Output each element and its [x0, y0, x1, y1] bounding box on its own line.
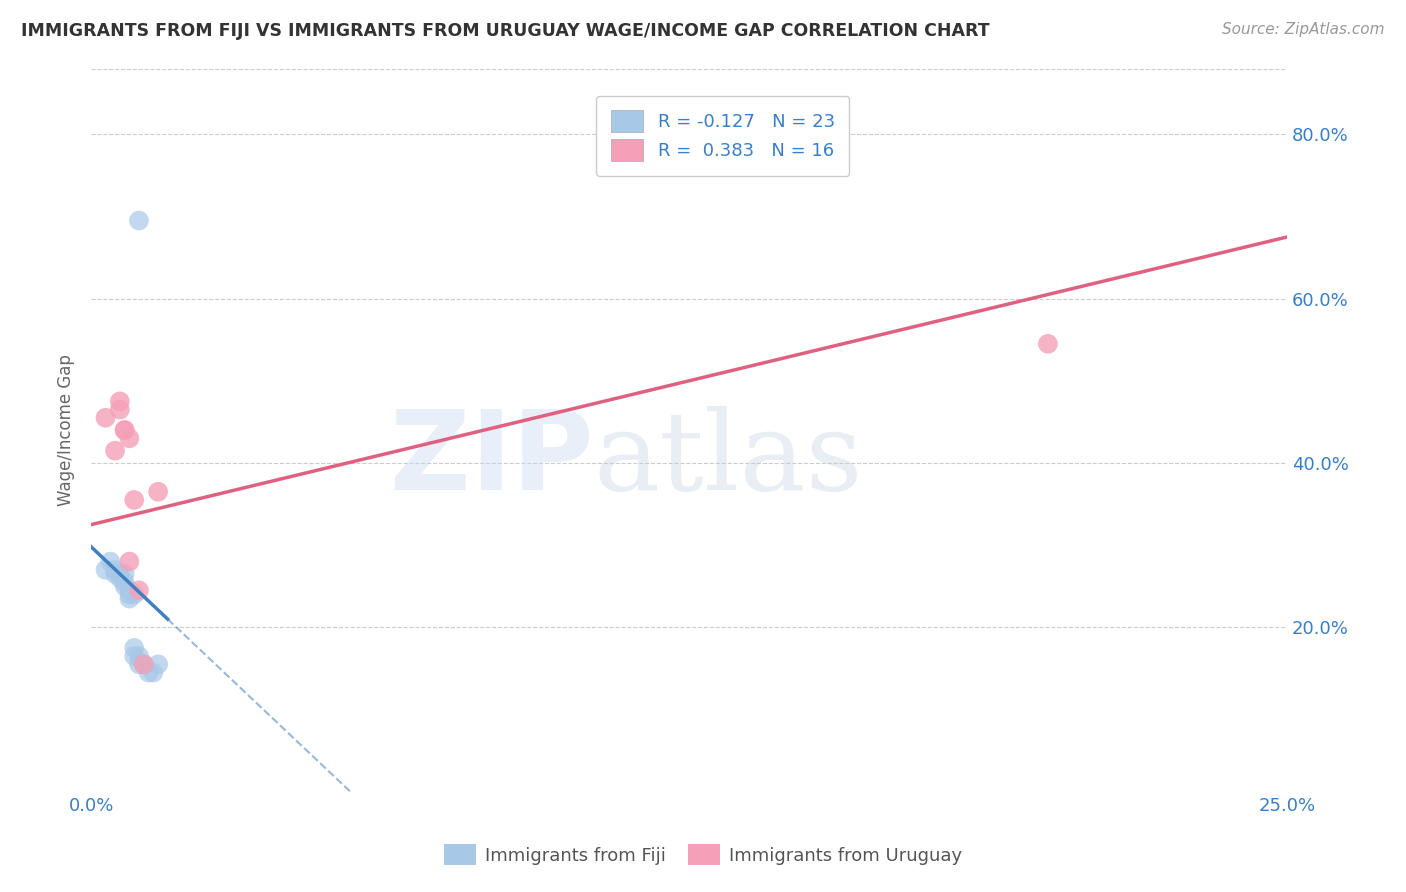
- Point: [138, 665, 160, 680]
- Point: [104, 566, 127, 581]
- Point: [132, 657, 155, 672]
- Point: [104, 563, 127, 577]
- Text: IMMIGRANTS FROM FIJI VS IMMIGRANTS FROM URUGUAY WAGE/INCOME GAP CORRELATION CHAR: IMMIGRANTS FROM FIJI VS IMMIGRANTS FROM …: [21, 22, 990, 40]
- Point: [132, 657, 155, 672]
- Point: [108, 394, 131, 409]
- Point: [108, 402, 131, 417]
- Point: [118, 431, 141, 445]
- Point: [98, 555, 121, 569]
- Point: [118, 591, 141, 606]
- Text: ZIP: ZIP: [389, 406, 593, 513]
- Point: [104, 443, 127, 458]
- Point: [146, 484, 169, 499]
- Point: [122, 587, 145, 601]
- Point: [128, 649, 150, 664]
- Point: [118, 587, 141, 601]
- Point: [108, 571, 131, 585]
- Point: [94, 410, 117, 425]
- Text: atlas: atlas: [593, 406, 863, 513]
- Point: [122, 492, 145, 507]
- Legend: R = -0.127   N = 23, R =  0.383   N = 16: R = -0.127 N = 23, R = 0.383 N = 16: [596, 95, 849, 176]
- Point: [122, 640, 145, 655]
- Point: [128, 213, 150, 227]
- Point: [118, 583, 141, 598]
- Point: [128, 583, 150, 598]
- Point: [114, 566, 136, 581]
- Point: [128, 657, 150, 672]
- Point: [114, 423, 136, 437]
- Point: [142, 665, 165, 680]
- Point: [118, 555, 141, 569]
- Text: Source: ZipAtlas.com: Source: ZipAtlas.com: [1222, 22, 1385, 37]
- Point: [108, 566, 131, 581]
- Point: [122, 649, 145, 664]
- Point: [132, 657, 155, 672]
- Y-axis label: Wage/Income Gap: Wage/Income Gap: [58, 354, 75, 506]
- Point: [146, 657, 169, 672]
- Point: [114, 579, 136, 593]
- Point: [1036, 336, 1059, 351]
- Legend: Immigrants from Fiji, Immigrants from Uruguay: Immigrants from Fiji, Immigrants from Ur…: [436, 837, 970, 872]
- Point: [94, 563, 117, 577]
- Point: [114, 423, 136, 437]
- Point: [114, 575, 136, 590]
